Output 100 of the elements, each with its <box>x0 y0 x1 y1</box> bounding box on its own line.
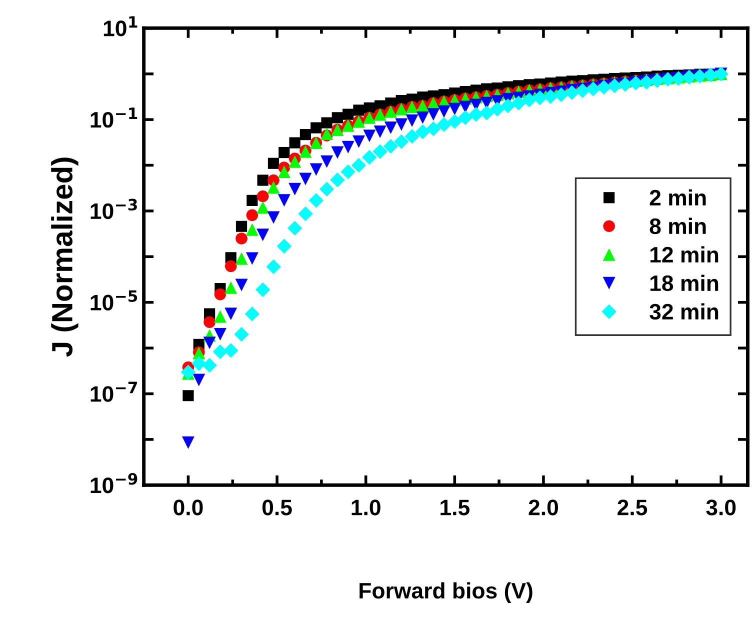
point <box>332 112 343 124</box>
point <box>427 108 440 121</box>
point <box>236 220 248 232</box>
point <box>394 134 409 149</box>
point <box>374 126 386 138</box>
point <box>246 194 258 206</box>
point <box>255 282 270 297</box>
point <box>490 102 505 116</box>
point <box>436 117 452 132</box>
point <box>182 390 194 402</box>
point <box>278 146 290 158</box>
point <box>319 182 334 197</box>
point <box>438 105 450 118</box>
y-tick-label: 10$^{−1}$ <box>90 108 138 128</box>
point <box>479 106 494 120</box>
point <box>214 328 226 341</box>
y-tick-label: 10$^{−3}$ <box>90 198 137 220</box>
point <box>330 172 345 188</box>
x-tick-label: 0.0 <box>174 500 203 516</box>
point <box>246 252 258 265</box>
point <box>321 117 332 128</box>
point <box>214 310 226 323</box>
point <box>182 436 194 449</box>
point <box>256 201 270 214</box>
point <box>308 193 324 208</box>
point <box>192 374 206 386</box>
y-tick-label: 10$^{1}$ <box>104 16 138 36</box>
point <box>331 146 344 159</box>
point <box>256 228 270 242</box>
point <box>415 124 430 140</box>
point <box>236 232 248 244</box>
y-axis-title: J (Normalized) <box>51 158 78 357</box>
point <box>289 137 300 148</box>
point <box>404 128 420 144</box>
point <box>192 356 206 371</box>
point <box>244 306 260 322</box>
point <box>320 155 334 168</box>
y-tick-label: 10$^{−9}$ <box>90 472 138 494</box>
point <box>543 89 558 104</box>
legend-label: 2 min <box>650 189 706 206</box>
point <box>532 90 548 106</box>
point <box>224 260 237 272</box>
point <box>383 138 398 154</box>
point <box>395 118 408 131</box>
point <box>212 344 228 360</box>
point <box>204 316 216 328</box>
point <box>246 223 258 236</box>
point <box>246 209 258 222</box>
point <box>287 220 302 236</box>
point <box>267 211 280 224</box>
point <box>426 121 441 136</box>
point <box>299 172 312 186</box>
point <box>554 87 569 102</box>
point <box>310 163 322 176</box>
point <box>353 104 364 116</box>
point <box>278 166 290 178</box>
point <box>448 102 461 116</box>
point <box>268 158 280 169</box>
point <box>267 181 280 194</box>
point <box>224 308 238 320</box>
point <box>234 326 249 342</box>
x-tick-label: 1.0 <box>352 500 380 516</box>
x-tick-label: 0.5 <box>262 500 292 516</box>
point <box>235 278 248 292</box>
point <box>288 155 302 168</box>
point <box>362 150 377 165</box>
legend-label: 18 min <box>650 274 718 292</box>
point <box>468 106 484 122</box>
x-tick-label: 2.5 <box>618 500 648 516</box>
point <box>372 144 388 159</box>
point <box>320 127 334 140</box>
point <box>278 194 290 207</box>
point <box>564 85 580 100</box>
point <box>235 252 248 265</box>
point <box>351 158 366 173</box>
y-tick-label: 10$^{−5}$ <box>90 290 138 310</box>
x-axis-title: Forward bios (V) <box>360 582 532 603</box>
x-tick-label: 2.0 <box>528 500 558 516</box>
point <box>203 336 216 350</box>
point <box>276 238 292 254</box>
point <box>224 281 238 294</box>
point <box>202 358 217 373</box>
point <box>363 130 376 142</box>
point <box>298 206 313 222</box>
point <box>406 114 418 127</box>
point <box>342 108 354 120</box>
point <box>352 135 365 148</box>
point <box>256 190 269 202</box>
point <box>416 111 429 124</box>
point <box>300 128 312 140</box>
point <box>223 343 238 358</box>
point <box>522 92 537 108</box>
point <box>310 122 322 134</box>
point <box>342 140 354 154</box>
x-tick-label: 3.0 <box>706 500 736 516</box>
point <box>500 98 516 114</box>
point <box>340 164 356 180</box>
point <box>214 288 226 300</box>
x-tick-label: 1.5 <box>440 500 470 516</box>
point <box>447 114 462 129</box>
